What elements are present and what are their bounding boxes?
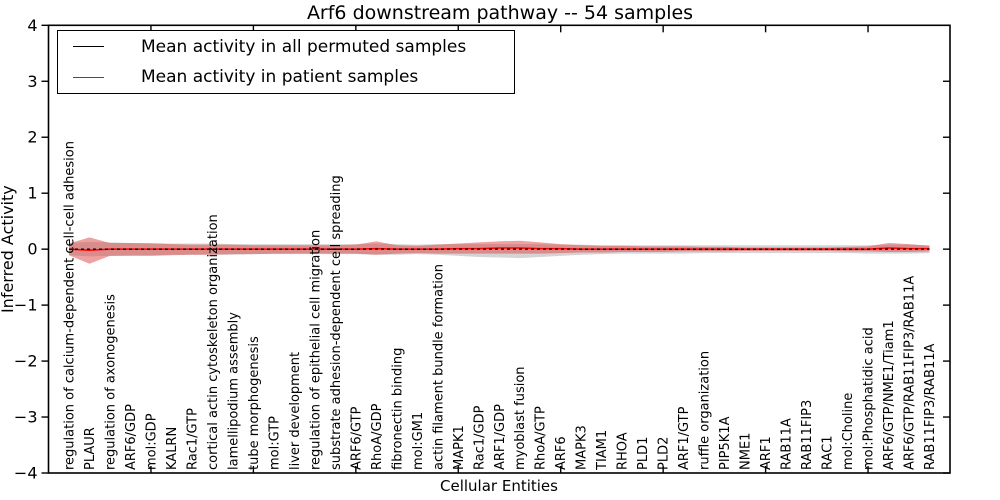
x-tick-label: substrate adhesion-dependent cell spread…	[329, 175, 344, 470]
x-tick-label: RAC1	[821, 435, 836, 470]
x-tick-label: PLD1	[636, 437, 651, 470]
x-tick-label: mol:GDP	[144, 413, 159, 470]
permuted-line-swatch	[73, 46, 104, 48]
x-tick-label: MAPK3	[575, 425, 590, 470]
x-tick-label: myoblast fusion	[513, 366, 528, 470]
x-tick-label: TIAM1	[595, 430, 610, 471]
x-tick-label: liver development	[288, 352, 303, 470]
x-tick-label: RhoA/GDP	[370, 403, 385, 470]
x-tick-label: actin filament bundle formation	[431, 264, 446, 470]
x-tick-label: regulation of epithelial cell migration	[308, 230, 323, 470]
y-tick-label: 4	[27, 16, 37, 35]
x-tick-label: RHOA	[616, 432, 631, 470]
patient-line-swatch	[73, 76, 104, 78]
x-tick-label: tube morphogenesis	[247, 336, 262, 470]
x-tick-label: ARF1	[759, 436, 774, 470]
x-tick-label: mol:GM1	[411, 412, 426, 470]
x-tick-label: PLAUR	[83, 427, 98, 470]
x-tick-label: ruffle organization	[698, 351, 713, 470]
x-tick-label: ARF6/GDP	[124, 404, 139, 470]
x-tick-label: Rac1/GDP	[472, 405, 487, 470]
x-tick-label: mol:GTP	[267, 416, 282, 470]
x-tick-label: PIP5K1A	[718, 416, 733, 470]
x-tick-label: RAB11FIP3/RAB11A	[923, 343, 938, 470]
y-tick-label: −3	[14, 408, 38, 427]
x-tick-label: RAB11FIP3	[800, 400, 815, 470]
x-tick-label: PLD2	[657, 437, 672, 470]
x-tick-label: ARF6/GTP/NME1/Tiam1	[882, 320, 897, 470]
chart-title: Arf6 downstream pathway -- 54 samples	[306, 2, 694, 24]
y-tick-label: −4	[14, 464, 38, 483]
legend-label: Mean activity in patient samples	[141, 67, 419, 88]
y-tick-label: 2	[27, 128, 37, 147]
x-tick-label: KALRN	[165, 427, 180, 470]
x-tick-label: mol:Choline	[841, 393, 856, 470]
legend-item-patient: Mean activity in patient samples	[58, 63, 514, 92]
y-axis-label: Inferred Activity	[0, 185, 17, 313]
y-tick-label: −2	[14, 352, 38, 371]
legend-label: Mean activity in all permuted samples	[141, 36, 467, 57]
patient-mean-line	[68, 247, 930, 252]
legend-item-permuted: Mean activity in all permuted samples	[58, 32, 514, 61]
y-tick-label: −1	[14, 296, 38, 315]
y-tick-label: 3	[27, 72, 37, 91]
x-tick-label: lamellipodium assembly	[226, 312, 241, 470]
x-tick-label: fibronectin binding	[390, 348, 405, 470]
x-tick-label: ARF1/GDP	[493, 404, 508, 470]
y-tick-label: 1	[27, 184, 37, 203]
x-tick-label: ARF1/GTP	[677, 406, 692, 470]
x-tick-label: ARF6/GTP	[349, 406, 364, 470]
x-tick-label: ARF6	[554, 436, 569, 470]
patient-band	[68, 237, 930, 264]
x-tick-label: ARF6/GTP/RAB11FIP3/RAB11A	[903, 276, 918, 470]
x-axis-label: Cellular Entities	[440, 477, 558, 495]
x-tick-label: RAB11A	[780, 418, 795, 470]
x-tick-label: cortical actin cytoskeleton organization	[206, 214, 221, 470]
x-tick-label: regulation of axonogenesis	[103, 294, 118, 470]
x-tick-label: RhoA/GTP	[534, 406, 549, 470]
legend: Mean activity in all permuted samples Me…	[57, 30, 515, 94]
x-tick-label: MAPK1	[452, 425, 467, 470]
y-tick-label: 0	[27, 240, 37, 259]
x-tick-label: Rac1/GTP	[185, 408, 200, 470]
x-tick-label: mol:Phosphatidic acid	[862, 327, 877, 470]
x-tick-label: regulation of calcium-dependent cell-cel…	[62, 141, 77, 470]
x-tick-label: NME1	[739, 433, 754, 470]
